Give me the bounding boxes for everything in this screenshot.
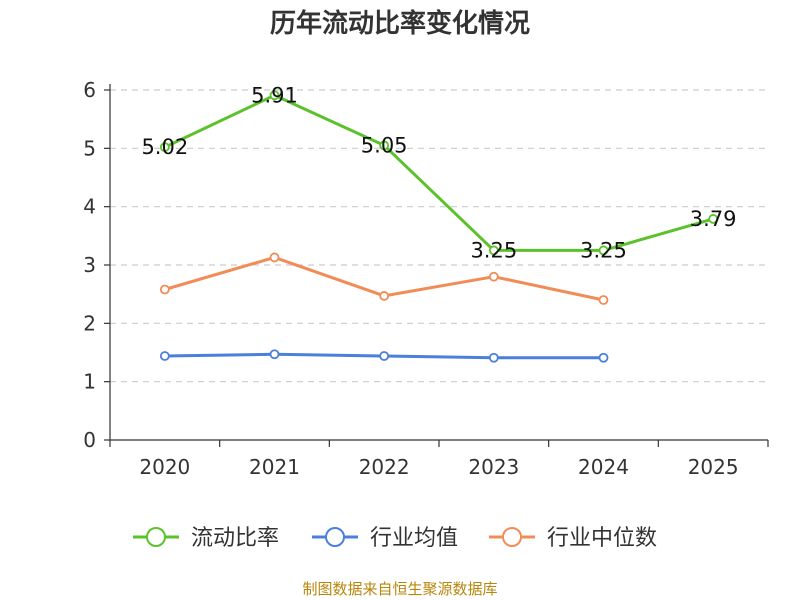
data-point-0-2	[379, 140, 390, 151]
y-tick-label-3: 3	[83, 253, 96, 277]
data-label-2: 5.05	[361, 133, 408, 157]
grid-lines	[110, 89, 768, 383]
y-tick-label-0: 0	[83, 428, 96, 452]
x-tick-label-2023: 2023	[468, 455, 519, 479]
data-point-1-0	[159, 351, 170, 361]
legend-label-0: 流动比率	[191, 526, 279, 551]
data-point-2-0	[159, 284, 170, 295]
data-point-0-1	[269, 90, 280, 101]
legend-label-2: 行业中位数	[547, 526, 657, 551]
series-line-0	[164, 93, 714, 252]
data-point-0-0	[159, 142, 170, 153]
legend-marker-0	[146, 527, 166, 547]
y-tick-label-5: 5	[83, 136, 96, 160]
y-tick-label-6: 6	[83, 78, 96, 102]
data-point-2-3	[488, 271, 499, 282]
data-point-2-1	[269, 252, 280, 263]
data-labels: 5.02 5.91 5.05 3.25 3.25 3.79	[141, 83, 736, 262]
data-label-1: 5.91	[251, 83, 298, 107]
axes: 0 1 2 3 4 5 6 2020 2021 2022 2023 2024 2025	[83, 78, 769, 479]
x-tick-label-2021: 2021	[249, 455, 300, 479]
y-tick-label-1: 1	[83, 370, 96, 394]
x-tick-label-2024: 2024	[578, 455, 629, 479]
legend-marker-2	[502, 527, 522, 547]
data-point-0-3	[488, 245, 499, 256]
data-point-1-4	[598, 352, 609, 363]
data-point-2-4	[598, 295, 609, 305]
legend: 流动比率 行业均值 行业中位数	[133, 526, 657, 551]
x-tick-label-2020: 2020	[139, 455, 190, 479]
legend-label-1: 行业均值	[370, 526, 458, 551]
chart-title: 历年流动比率变化情况	[269, 9, 530, 39]
data-label-4: 3.25	[580, 238, 627, 262]
x-tick-label-2025: 2025	[688, 455, 739, 479]
legend-marker-1	[325, 527, 345, 547]
x-tick-label-2022: 2022	[359, 455, 410, 479]
data-point-0-4	[598, 245, 609, 256]
data-label-0: 5.02	[141, 135, 188, 159]
y-tick-label-4: 4	[83, 195, 96, 219]
data-point-2-2	[379, 291, 390, 301]
data-point-1-2	[379, 351, 390, 361]
data-point-1-3	[488, 352, 499, 363]
source-note: 制图数据来自恒生聚源数据库	[302, 580, 498, 598]
data-point-0-5	[708, 214, 719, 224]
data-label-5: 3.79	[690, 207, 737, 231]
data-point-1-1	[269, 349, 280, 360]
y-tick-label-2: 2	[83, 311, 96, 335]
series-group	[159, 90, 719, 363]
data-label-3: 3.25	[470, 238, 517, 262]
